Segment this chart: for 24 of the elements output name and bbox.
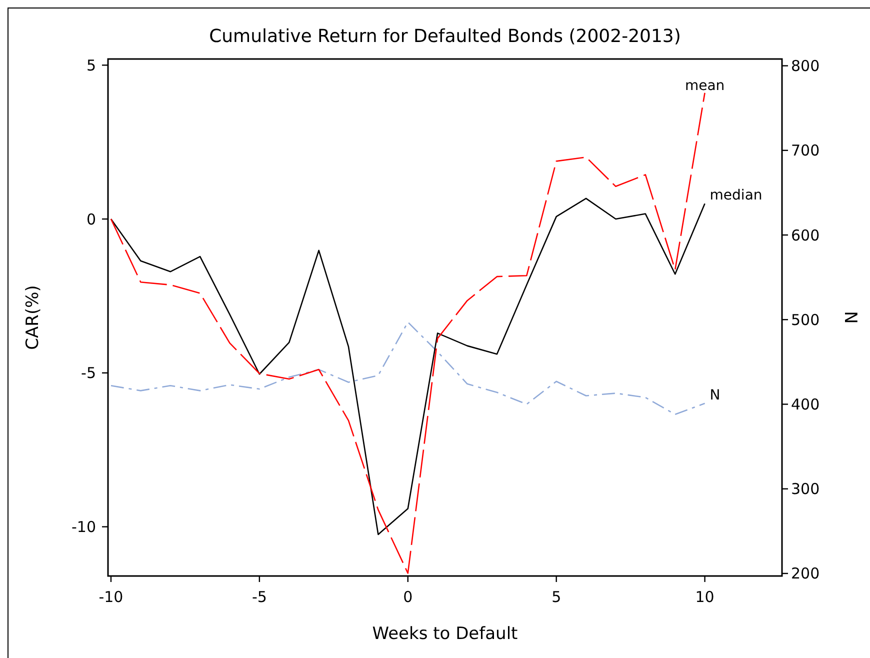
series-label: N [710, 387, 720, 404]
y2-axis-title: N [840, 311, 860, 324]
y2-tick-label: 400 [791, 395, 820, 414]
x-axis-title: Weeks to Default [372, 624, 518, 644]
x-tick-label: -10 [98, 588, 124, 606]
x-tick-label: 0 [403, 588, 413, 606]
chart-title: Cumulative Return for Defaulted Bonds (2002-2013) [209, 26, 681, 47]
y2-tick-label: 800 [791, 57, 820, 76]
y2-tick-label: 200 [791, 564, 820, 583]
y2-tick-label: 700 [791, 142, 820, 160]
x-tick-label: 5 [552, 588, 562, 606]
y2-tick-label: 500 [791, 310, 820, 329]
x-tick-label: -5 [252, 588, 267, 606]
y-tick-label: 0 [86, 210, 96, 228]
y-axis-title: CAR(%) [23, 285, 43, 350]
y-tick-label: 5 [86, 56, 96, 74]
series-label: mean [684, 78, 725, 94]
y-tick-label: -5 [81, 364, 96, 382]
x-tick-label: 10 [695, 588, 714, 606]
y-tick-label: -10 [72, 518, 96, 536]
y2-tick-label: 600 [791, 226, 820, 244]
line-series [110, 322, 706, 416]
series-label: median [710, 188, 762, 204]
y2-tick-label: 300 [791, 480, 820, 498]
